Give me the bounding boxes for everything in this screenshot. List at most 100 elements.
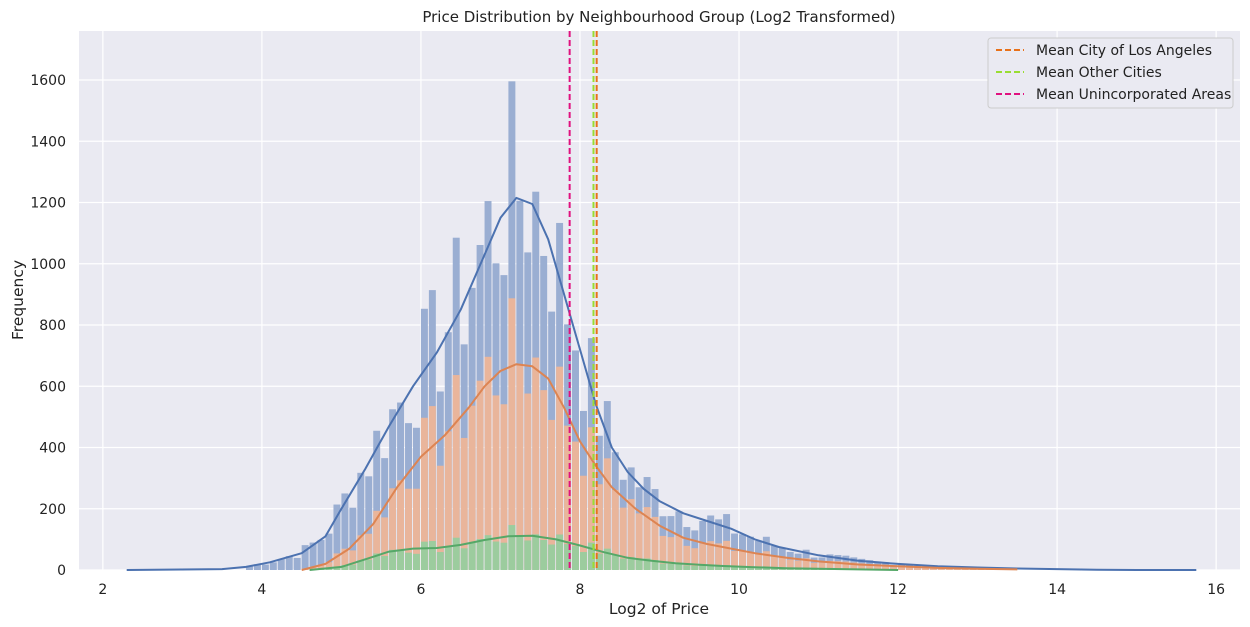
hist-bar-other xyxy=(603,458,611,570)
hist-bar-other xyxy=(945,568,953,570)
hist-bar-uninc xyxy=(723,564,731,570)
histogram-bars xyxy=(245,81,1017,571)
hist-bar-uninc xyxy=(651,560,659,570)
hist-bar-uninc xyxy=(492,541,500,570)
legend-item-other: Mean Other Cities xyxy=(996,65,1162,81)
hist-bar-other xyxy=(397,480,405,570)
hist-bar-other xyxy=(691,548,699,570)
hist-bar-uninc xyxy=(587,542,595,570)
legend-label-city: Mean City of Los Angeles xyxy=(1036,43,1212,59)
hist-bar-uninc xyxy=(436,552,444,570)
hist-bar-other xyxy=(898,566,906,570)
hist-bar-other xyxy=(635,513,643,570)
hist-bar-uninc xyxy=(754,567,762,570)
hist-bar-other xyxy=(667,537,675,570)
hist-bar-uninc xyxy=(635,559,643,570)
hist-bar-uninc xyxy=(564,544,572,570)
hist-bar-other xyxy=(595,484,603,570)
hist-bar-other xyxy=(548,419,556,570)
hist-bar-other xyxy=(373,510,381,570)
kde-curve-0 xyxy=(126,196,1197,571)
hist-bar-uninc xyxy=(540,539,548,570)
y-tick-label: 800 xyxy=(39,318,66,334)
legend: Mean City of Los Angeles Mean Other Citi… xyxy=(987,37,1234,109)
hist-bar-uninc xyxy=(397,549,405,570)
hist-bar-other xyxy=(723,540,731,570)
hist-bar-city xyxy=(293,557,301,570)
hist-bar-other xyxy=(699,543,707,570)
x-tick-label: 8 xyxy=(576,582,585,598)
hist-bar-uninc xyxy=(420,541,428,570)
hist-bar-city xyxy=(317,539,325,570)
hist-bar-other xyxy=(866,564,874,570)
hist-bar-uninc xyxy=(675,563,683,570)
hist-bar-uninc xyxy=(412,553,420,570)
hist-bar-other xyxy=(587,427,595,570)
hist-bar-other xyxy=(309,566,317,570)
x-tick-label: 14 xyxy=(1048,582,1066,598)
y-tick-label: 600 xyxy=(39,379,66,395)
hist-bar-other xyxy=(770,556,778,570)
hist-bar-city xyxy=(277,558,285,570)
hist-bar-other xyxy=(436,465,444,570)
hist-bar-uninc xyxy=(746,567,754,570)
y-tick-label: 1200 xyxy=(30,196,66,212)
x-tick-label: 6 xyxy=(416,582,425,598)
hist-bar-city xyxy=(245,566,253,570)
hist-bar-other xyxy=(762,551,770,570)
hist-bar-other xyxy=(794,560,802,570)
hist-bar-other xyxy=(325,562,333,570)
hist-bar-uninc xyxy=(444,546,452,570)
hist-bar-uninc xyxy=(627,557,635,570)
x-tick-label: 12 xyxy=(889,582,907,598)
hist-bar-other xyxy=(341,548,349,570)
y-tick-label: 400 xyxy=(39,441,66,457)
hist-bar-other xyxy=(739,551,746,570)
x-axis-ticks: 2 4 6 8 10 12 14 16 xyxy=(98,582,1225,598)
hist-bar-other xyxy=(468,405,476,570)
hist-bar-uninc xyxy=(715,565,723,570)
hist-bar-other xyxy=(532,357,540,570)
hist-bar-uninc xyxy=(428,540,436,570)
y-axis-label: Frequency xyxy=(9,260,27,340)
hist-bar-uninc xyxy=(508,525,516,570)
hist-bar-other xyxy=(850,562,858,570)
hist-bar-uninc xyxy=(667,563,675,570)
hist-bar-other xyxy=(659,535,667,570)
hist-bar-other xyxy=(357,535,365,570)
hist-bar-uninc xyxy=(548,544,556,570)
y-tick-label: 1000 xyxy=(30,257,66,273)
hist-bar-uninc xyxy=(731,566,739,570)
hist-bar-other xyxy=(746,551,754,570)
hist-bar-other xyxy=(731,550,739,570)
hist-bar-uninc xyxy=(484,535,492,570)
hist-bar-uninc xyxy=(373,553,381,570)
x-tick-label: 4 xyxy=(257,582,266,598)
hist-bar-uninc xyxy=(532,534,540,570)
hist-bar-uninc xyxy=(325,568,333,570)
hist-bar-other xyxy=(389,488,397,570)
x-tick-label: 16 xyxy=(1207,582,1225,598)
hist-bar-uninc xyxy=(579,552,587,570)
hist-bar-city xyxy=(333,504,341,570)
hist-bar-other xyxy=(540,390,548,570)
hist-bar-uninc xyxy=(603,548,611,570)
hist-bar-uninc xyxy=(699,565,707,570)
legend-item-uninc: Mean Unincorporated Areas xyxy=(996,87,1231,103)
hist-bar-city xyxy=(365,476,373,570)
hist-bar-other xyxy=(428,406,436,570)
hist-bar-other xyxy=(882,565,890,570)
hist-bar-other xyxy=(921,567,929,570)
hist-bar-other xyxy=(460,437,468,570)
hist-bar-uninc xyxy=(595,553,603,570)
hist-bar-other xyxy=(492,395,500,570)
hist-bar-uninc xyxy=(770,567,778,570)
hist-bar-city xyxy=(301,545,309,570)
y-tick-label: 1600 xyxy=(30,73,66,89)
hist-bar-other xyxy=(524,393,532,570)
hist-bar-city xyxy=(381,458,389,570)
hist-bar-other xyxy=(516,365,524,570)
hist-bar-other xyxy=(786,559,794,570)
hist-bar-other xyxy=(611,489,619,570)
hist-bar-other xyxy=(874,564,882,570)
